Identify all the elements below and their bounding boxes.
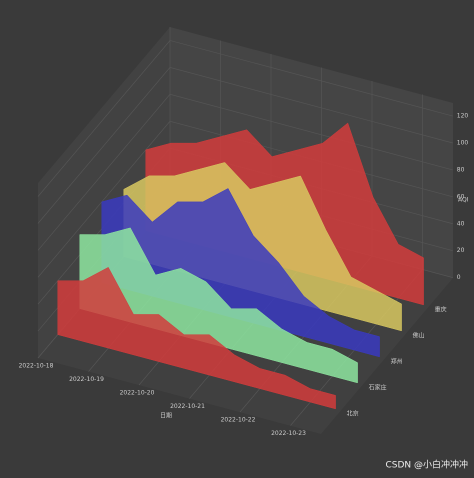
series-label: 石家庄 — [369, 384, 387, 392]
x-tick-label: 2022-10-18 — [19, 363, 54, 370]
watermark: CSDN @小白冲冲冲 — [385, 459, 468, 471]
z-axis-label: AQI — [458, 197, 469, 204]
series-area — [101, 188, 380, 358]
x-tick-label: 2022-10-23 — [271, 430, 306, 437]
z-tick-label: 60 — [457, 193, 465, 200]
z-tick-label: 100 — [457, 139, 469, 146]
series-area — [57, 266, 336, 410]
x-tick-label: 2022-10-22 — [221, 417, 256, 424]
left-pane — [38, 27, 170, 358]
series-label: 北京 — [347, 410, 359, 418]
x-tick-label: 2022-10-19 — [69, 376, 104, 383]
x-tick-label: 2022-10-21 — [170, 403, 205, 410]
series-label: 佛山 — [413, 332, 425, 340]
series-label: 郑州 — [391, 358, 403, 366]
x-tick-label: 2022-10-20 — [120, 390, 155, 397]
x-axis-label: 日期 — [160, 412, 172, 420]
z-tick-label: 120 — [457, 113, 469, 120]
series-label: 重庆 — [435, 306, 447, 314]
series-area — [79, 227, 358, 384]
z-tick-label: 80 — [457, 166, 465, 173]
z-tick-label: 20 — [457, 247, 465, 254]
z-tick-label: 40 — [457, 220, 465, 227]
z-tick-label: 0 — [457, 274, 461, 281]
